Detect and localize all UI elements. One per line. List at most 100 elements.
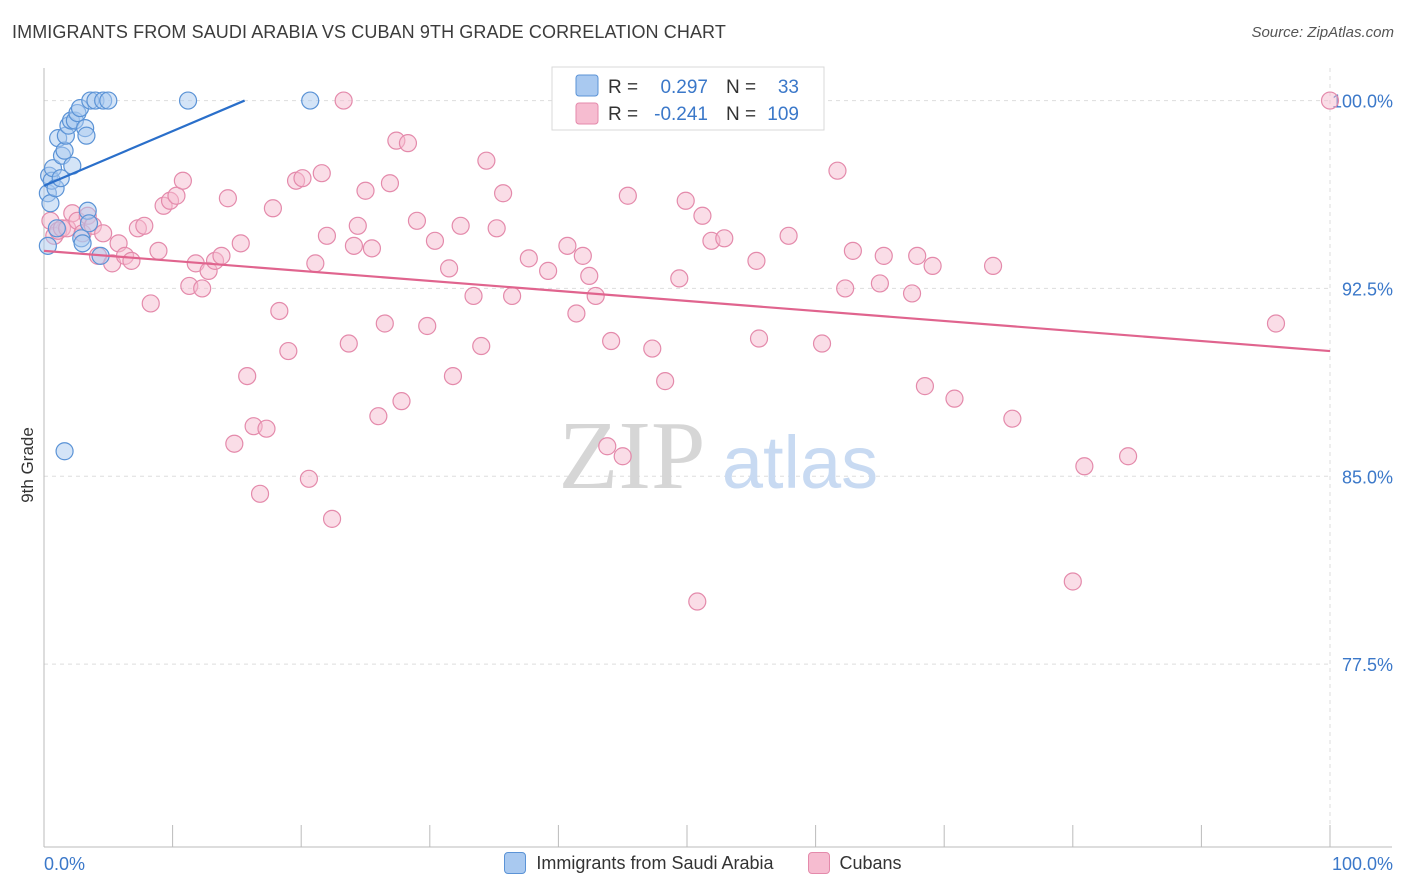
data-point [293, 169, 312, 188]
data-point [301, 91, 320, 110]
data-point [983, 256, 1003, 275]
data-point [375, 314, 394, 333]
data-point [472, 336, 491, 356]
data-point [212, 246, 231, 265]
legend-r-label-blue: R = [608, 77, 638, 98]
watermark: ZIP atlas [559, 402, 879, 510]
legend-bottom: Immigrants from Saudi Arabia Cubans [0, 852, 1406, 874]
data-point [306, 254, 325, 273]
data-point [477, 151, 496, 170]
data-point [362, 239, 382, 258]
data-point [392, 392, 411, 411]
data-point [915, 377, 935, 396]
data-point [1075, 457, 1094, 476]
legend-r-label-pink: R = [608, 104, 638, 125]
data-point [263, 199, 283, 218]
data-point [418, 316, 437, 336]
legend-item-cubans[interactable]: Cubans [807, 852, 902, 874]
data-point [836, 279, 855, 298]
data-point [38, 236, 57, 255]
data-point [451, 216, 470, 235]
legend-swatch-cubans [807, 852, 830, 874]
data-point [439, 259, 459, 278]
data-point [618, 186, 637, 205]
legend-item-saudi-arabia[interactable]: Immigrants from Saudi Arabia [504, 852, 774, 874]
data-point [580, 266, 599, 286]
data-point [73, 234, 92, 253]
legend-n-value-pink: 109 [767, 104, 799, 125]
data-point [1003, 409, 1022, 428]
x-tick-labels: 0.0% 100.0% [44, 854, 1393, 874]
data-point [573, 246, 592, 265]
data-point [231, 234, 250, 253]
data-point [643, 339, 662, 358]
trend-line [43, 99, 246, 187]
data-point [586, 286, 605, 306]
data-point [94, 224, 113, 243]
watermark-atlas: atlas [722, 421, 878, 504]
data-point [407, 211, 427, 230]
data-point [693, 206, 712, 225]
data-point [812, 334, 832, 353]
data-point [47, 219, 66, 238]
data-point [1063, 572, 1082, 591]
data-point [425, 231, 445, 250]
data-point [149, 241, 168, 260]
data-point [945, 389, 964, 408]
data-point [322, 509, 342, 528]
cubans-points [41, 91, 1340, 611]
watermark-zip: ZIP [559, 402, 706, 510]
data-point [334, 91, 353, 110]
data-point [1118, 447, 1138, 466]
data-point [715, 229, 734, 248]
data-point [843, 241, 862, 260]
data-point [749, 329, 769, 348]
data-point [270, 301, 289, 321]
source-label: Source: ZipAtlas.com [1251, 24, 1394, 41]
data-point [487, 219, 506, 238]
data-point [369, 407, 388, 426]
legend-n-label-blue: N = [726, 77, 756, 98]
legend-r-value-pink: -0.241 [654, 104, 708, 125]
data-point [519, 249, 538, 268]
legend-label-saudi-arabia: Immigrants from Saudi Arabia [536, 852, 774, 873]
trend-line [43, 249, 1331, 353]
data-point [613, 447, 632, 466]
data-point [870, 274, 890, 293]
legend-n-label-pink: N = [726, 104, 756, 125]
y-axis-label: 9th Grade [18, 427, 37, 503]
data-point [464, 286, 483, 306]
data-point [122, 251, 141, 270]
axes [43, 68, 1392, 848]
data-point [250, 484, 270, 503]
data-point [656, 372, 675, 391]
legend-blue-swatch [575, 74, 599, 97]
data-point [567, 304, 586, 323]
data-point [218, 189, 237, 208]
data-point [193, 279, 212, 298]
data-point [141, 294, 160, 313]
data-point [908, 246, 927, 265]
data-point [99, 91, 118, 110]
data-point [923, 256, 942, 275]
legend-top: R = 0.297 N = 33 R = -0.241 N = 109 [551, 66, 825, 131]
data-point [670, 269, 689, 288]
data-point [676, 191, 695, 210]
data-point [602, 331, 621, 351]
data-point [312, 164, 331, 183]
data-point [356, 181, 375, 200]
y-tick-label: 85.0% [1342, 467, 1393, 487]
data-point [238, 366, 257, 386]
chart-title: IMMIGRANTS FROM SAUDI ARABIA VS CUBAN 9T… [12, 22, 726, 42]
data-point [173, 171, 192, 190]
saudi-arabia-points [38, 91, 320, 461]
data-point [503, 286, 522, 306]
data-point [225, 434, 244, 453]
data-point [348, 216, 367, 235]
data-point [443, 366, 463, 386]
data-point [77, 126, 96, 145]
legend-swatch-saudi-arabia [504, 852, 527, 874]
y-tick-label: 92.5% [1342, 279, 1393, 299]
trend-lines [43, 99, 1331, 353]
y-tick-label: 100.0% [1332, 92, 1393, 112]
